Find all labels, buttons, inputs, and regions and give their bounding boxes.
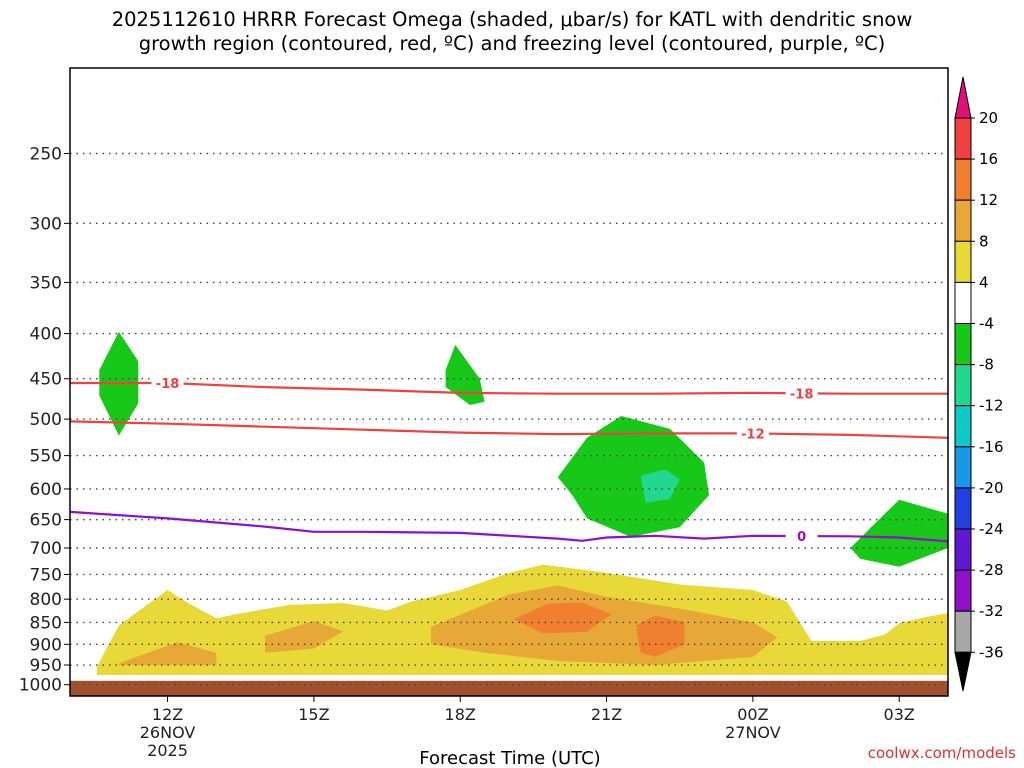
omega-region-10 bbox=[850, 499, 948, 567]
colorbar-segment-6 bbox=[954, 323, 972, 366]
colorbar-segment-3 bbox=[954, 199, 972, 242]
colorbar-label-13: -36 bbox=[979, 643, 1004, 661]
omega-region-4 bbox=[513, 602, 612, 634]
y-tick-label-350: 350 bbox=[30, 273, 62, 293]
plot-frame bbox=[69, 67, 949, 697]
colorbar-label-11: -28 bbox=[979, 561, 1004, 579]
x-tick-date-00Z: 27NOV bbox=[725, 723, 781, 742]
colorbar-label-6: -8 bbox=[979, 356, 994, 374]
colorbar-segment-4 bbox=[954, 240, 972, 283]
omega-region-8 bbox=[557, 416, 709, 537]
y-tick-label-300: 300 bbox=[30, 214, 62, 234]
isotherm-label-0-0: 0 bbox=[797, 530, 806, 545]
y-tick-label-550: 550 bbox=[30, 447, 62, 467]
colorbar-label-7: -12 bbox=[979, 397, 1004, 415]
y-tick-label-500: 500 bbox=[30, 410, 62, 430]
x-tick-label-00Z: 00Z bbox=[737, 705, 768, 724]
y-tick-label-450: 450 bbox=[30, 370, 62, 390]
contour-lines: -18 -18 -12 0 bbox=[69, 374, 949, 545]
omega-region-5 bbox=[635, 615, 685, 657]
y-tick-label-700: 700 bbox=[30, 539, 62, 559]
surface-fill bbox=[70, 680, 948, 696]
colorbar-bottom-arrow bbox=[954, 651, 972, 692]
isotherm-line-0 bbox=[69, 510, 949, 543]
x-tick-year-12Z: 2025 bbox=[147, 741, 188, 760]
colorbar-label-8: -16 bbox=[979, 438, 1004, 456]
colorbar-segment-5 bbox=[954, 281, 972, 324]
colorbar-segment-7 bbox=[954, 364, 972, 407]
omega-region-9 bbox=[640, 469, 680, 503]
y-tick-label-1000: 1000 bbox=[19, 676, 62, 696]
colorbar-label-1: 16 bbox=[979, 150, 998, 168]
x-tick-label-03Z: 03Z bbox=[884, 705, 915, 724]
x-tick-date-12Z: 26NOV bbox=[140, 723, 196, 742]
y-tick-label-750: 750 bbox=[30, 565, 62, 585]
y-tick-label-600: 600 bbox=[30, 480, 62, 500]
colorbar-label-4: 4 bbox=[979, 273, 989, 291]
omega-region-3 bbox=[431, 585, 778, 665]
source-credit: coolwx.com/models bbox=[867, 744, 1016, 762]
omega-region-1 bbox=[118, 642, 217, 665]
omega-region-7 bbox=[445, 344, 485, 405]
colorbar-label-10: -24 bbox=[979, 520, 1004, 538]
colorbar-segment-13 bbox=[954, 610, 972, 653]
chart-title-line2: growth region (contoured, red, ºC) and f… bbox=[138, 32, 886, 55]
plot-border bbox=[69, 67, 949, 697]
colorbar-segment-12 bbox=[954, 569, 972, 612]
y-tick-label-850: 850 bbox=[30, 613, 62, 633]
x-tick-label-18Z: 18Z bbox=[445, 705, 476, 724]
x-axis-label: Forecast Time (UTC) bbox=[419, 748, 600, 768]
colorbar-segment-2 bbox=[954, 158, 972, 201]
isotherm-label-bg--18-1 bbox=[785, 385, 818, 402]
y-tick-label-800: 800 bbox=[30, 590, 62, 610]
chart-title-line1: 2025112610 HRRR Forecast Omega (shaded, … bbox=[111, 8, 913, 31]
colorbar-segment-1 bbox=[954, 117, 972, 160]
isotherm-label-bg-0-0 bbox=[785, 528, 818, 545]
isotherm-label--12-0: -12 bbox=[741, 427, 765, 442]
colorbar-segment-10 bbox=[954, 487, 972, 530]
isotherm-label--18-1: -18 bbox=[790, 387, 814, 402]
y-tick-label-650: 650 bbox=[30, 511, 62, 531]
colorbar-segment-8 bbox=[954, 405, 972, 448]
colorbar-segment-11 bbox=[954, 528, 972, 571]
colorbar-label-0: 20 bbox=[979, 109, 998, 127]
colorbar-label-5: -4 bbox=[979, 315, 994, 333]
y-tick-label-900: 900 bbox=[30, 635, 62, 655]
y-axis-ticks: 2503003504004505005506006507007508008509… bbox=[19, 144, 70, 696]
y-tick-label-400: 400 bbox=[30, 325, 62, 345]
isotherm-label-bg--12-0 bbox=[736, 425, 769, 442]
colorbar-top-arrow bbox=[954, 76, 972, 119]
colorbar-label-12: -32 bbox=[979, 602, 1004, 620]
x-tick-label-15Z: 15Z bbox=[298, 705, 329, 724]
isotherm-label-bg--18-0 bbox=[151, 374, 184, 391]
isotherm-label--18-0: -18 bbox=[156, 377, 180, 392]
colorbar-label-2: 12 bbox=[979, 191, 998, 209]
colorbar: 20 16 12 8 4 -4 -8 -12 -16 -20 -24 -28 -32 -36 bbox=[954, 76, 1004, 692]
colorbar-label-9: -20 bbox=[979, 479, 1004, 497]
x-tick-label-12Z: 12Z bbox=[152, 705, 183, 724]
x-tick-label-21Z: 21Z bbox=[591, 705, 622, 724]
y-tick-label-950: 950 bbox=[30, 656, 62, 676]
colorbar-label-3: 8 bbox=[979, 232, 989, 250]
omega-shading bbox=[70, 331, 949, 696]
isotherm-line--12 bbox=[69, 420, 949, 439]
y-tick-label-250: 250 bbox=[30, 144, 62, 164]
colorbar-segment-9 bbox=[954, 446, 972, 489]
